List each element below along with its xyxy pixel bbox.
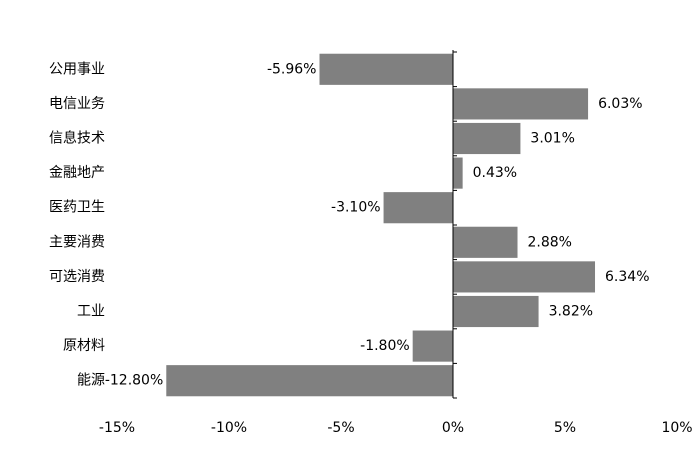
value-label: 2.88% xyxy=(528,234,572,250)
x-tick-label: 5% xyxy=(554,420,576,436)
x-tick-label: 10% xyxy=(661,420,692,436)
bar xyxy=(453,157,463,189)
value-label: -1.80% xyxy=(360,338,410,354)
category-label: 金融地产 xyxy=(49,165,105,181)
x-tick-label: 0% xyxy=(442,420,464,436)
value-label: 0.43% xyxy=(473,165,517,181)
value-label: 6.03% xyxy=(598,96,642,112)
category-label: 电信业务 xyxy=(49,96,105,112)
category-label: 公用事业 xyxy=(49,61,105,77)
category-label: 原材料 xyxy=(63,338,105,354)
category-label: 可选消费 xyxy=(49,269,105,285)
category-label: 信息技术 xyxy=(49,130,105,147)
value-label: -3.10% xyxy=(331,200,381,216)
bar xyxy=(453,88,589,120)
category-label: 主要消费 xyxy=(49,234,105,250)
x-tick-label: -15% xyxy=(99,420,135,436)
x-tick-label: -5% xyxy=(327,420,354,436)
bar xyxy=(412,330,453,362)
value-label: 3.82% xyxy=(549,304,593,320)
bar xyxy=(453,226,518,258)
value-label: 3.01% xyxy=(530,131,574,147)
bar xyxy=(453,261,596,293)
value-label: 6.34% xyxy=(605,269,649,285)
category-label: 能源 xyxy=(77,373,105,389)
x-tick-label: -10% xyxy=(211,420,247,436)
bar xyxy=(453,295,539,328)
value-label: -5.96% xyxy=(267,61,317,77)
bar xyxy=(453,122,521,155)
bar xyxy=(383,192,453,224)
bar xyxy=(319,53,453,85)
category-label: 医药卫生 xyxy=(49,200,105,216)
bar xyxy=(166,365,453,397)
value-label: -12.80% xyxy=(105,373,163,389)
category-label: 工业 xyxy=(77,304,105,320)
